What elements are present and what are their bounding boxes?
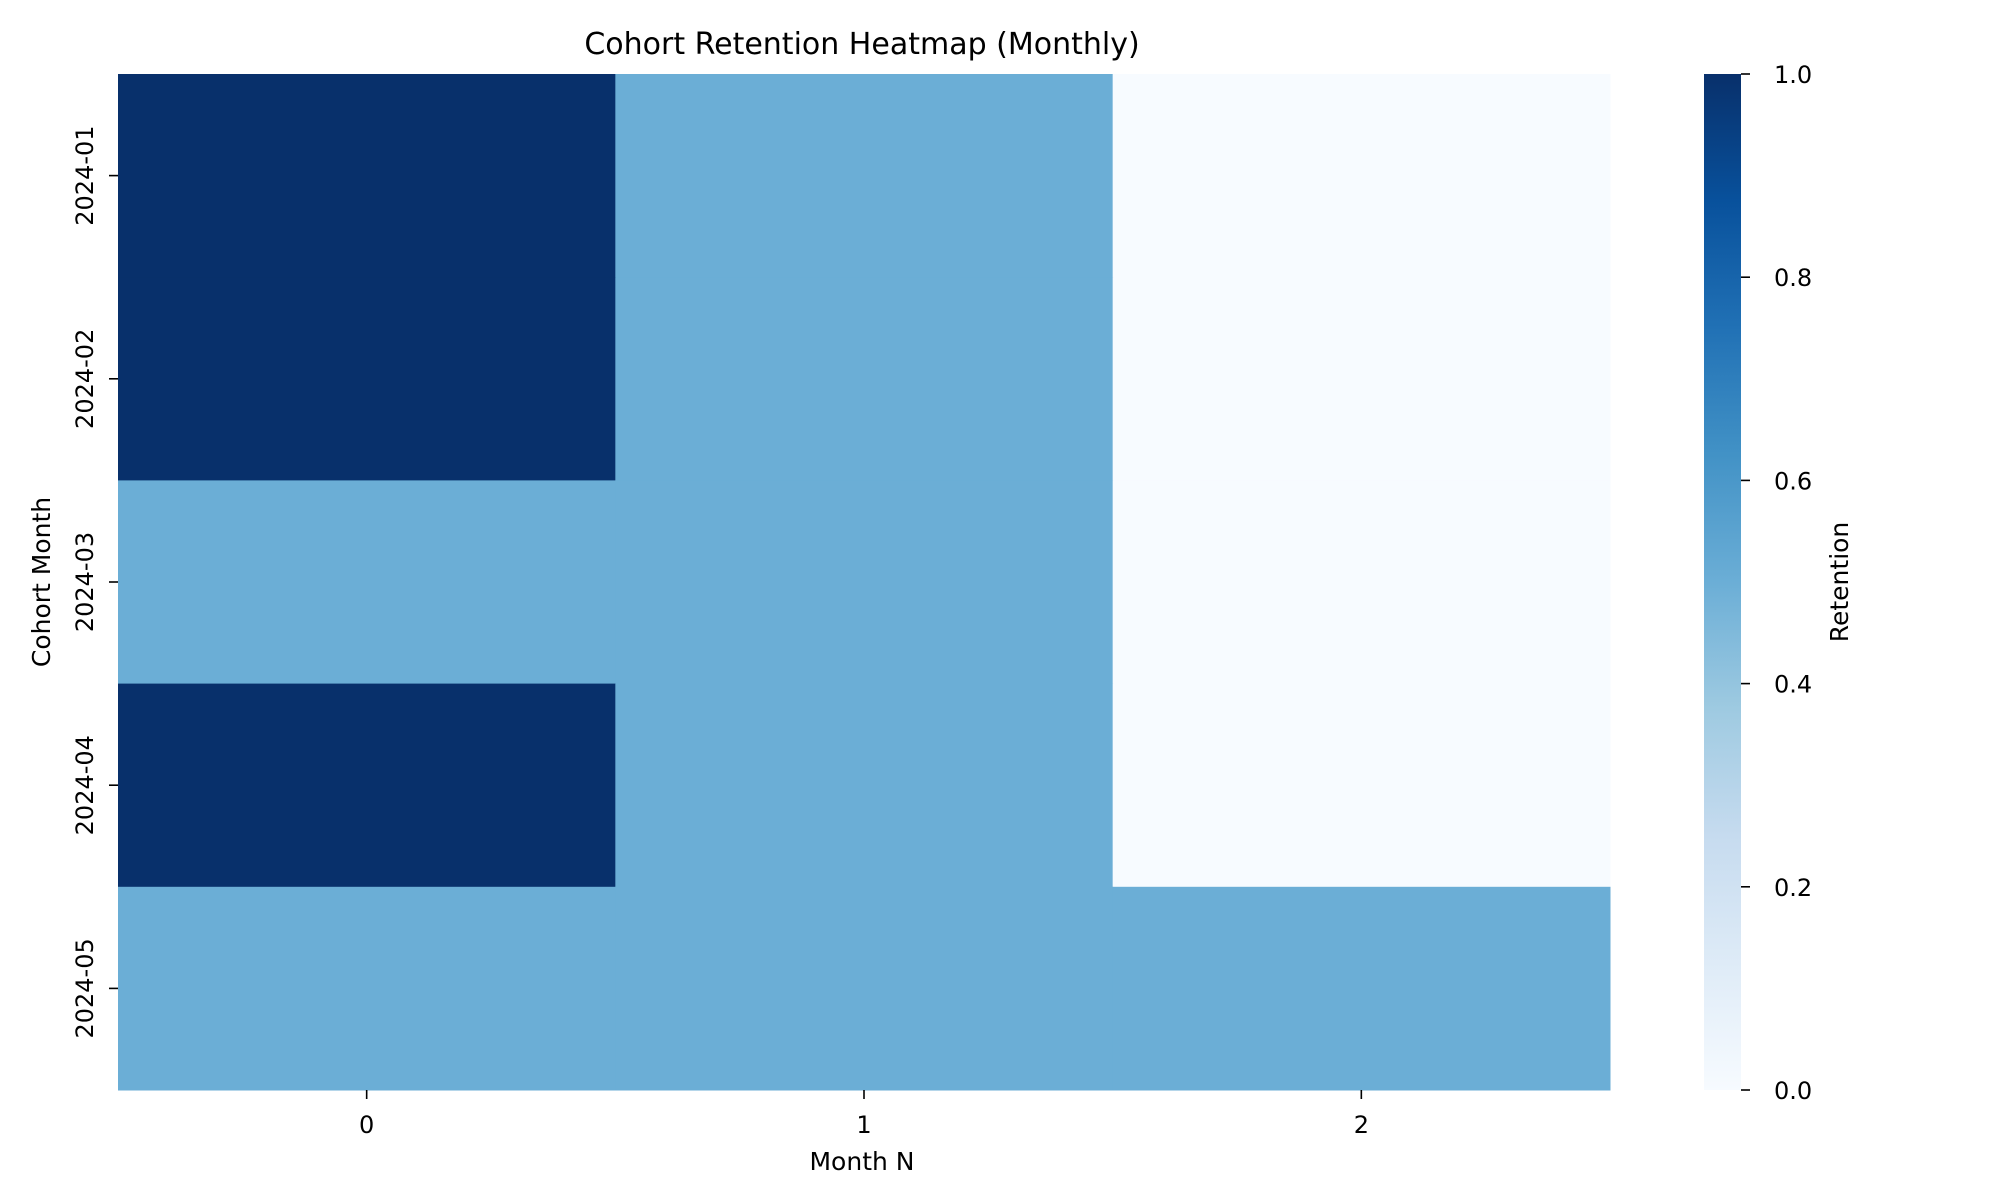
x-tick-label: 0 [359,1111,374,1139]
x-tick-label: 2 [1354,1111,1369,1139]
heatmap-cell [615,886,1114,1091]
heatmap-cell [615,74,1114,278]
heatmap-cell [118,886,616,1091]
heatmap-cell [615,683,1114,888]
y-axis-ticks: 2024-01 2024-02 2024-03 2024-04 2024-05 [71,125,118,1039]
x-axis-ticks: 0 1 2 [359,1090,1369,1139]
x-axis-label: Month N [809,1147,914,1176]
y-tick-label: 2024-03 [71,532,99,632]
colorbar-tick-label: 0.6 [1774,467,1812,495]
heatmap-cell [1112,886,1611,1091]
y-tick-label: 2024-04 [71,735,99,835]
heatmap-cell [615,277,1114,481]
y-axis-label: Cohort Month [27,497,56,667]
colorbar [1704,74,1741,1090]
colorbar-tick-label: 1.0 [1774,61,1812,89]
colorbar-tick-label: 0.0 [1774,1077,1812,1105]
heatmap-cell [1112,277,1611,481]
colorbar-tick-label: 0.8 [1774,264,1812,292]
colorbar-label: Retention [1825,522,1854,643]
y-tick-label: 2024-05 [71,938,99,1038]
heatmap-cell [1112,74,1611,278]
heatmap-cell [615,480,1114,685]
x-tick-label: 1 [856,1111,871,1139]
y-tick-label: 2024-02 [71,329,99,429]
heatmap-cells [118,74,1611,1091]
heatmap-cell [1112,683,1611,888]
colorbar-ticks: 0.0 0.2 0.4 0.6 0.8 1.0 [1741,61,1812,1105]
colorbar-tick-label: 0.4 [1774,671,1812,699]
y-tick-label: 2024-01 [71,125,99,225]
heatmap-cell [118,277,616,481]
chart-title: Cohort Retention Heatmap (Monthly) [584,27,1139,62]
heatmap-cell [118,480,616,685]
heatmap-cell [1112,480,1611,685]
colorbar-tick-label: 0.2 [1774,874,1812,902]
heatmap-cell [118,74,616,278]
heatmap-cell [118,683,616,888]
